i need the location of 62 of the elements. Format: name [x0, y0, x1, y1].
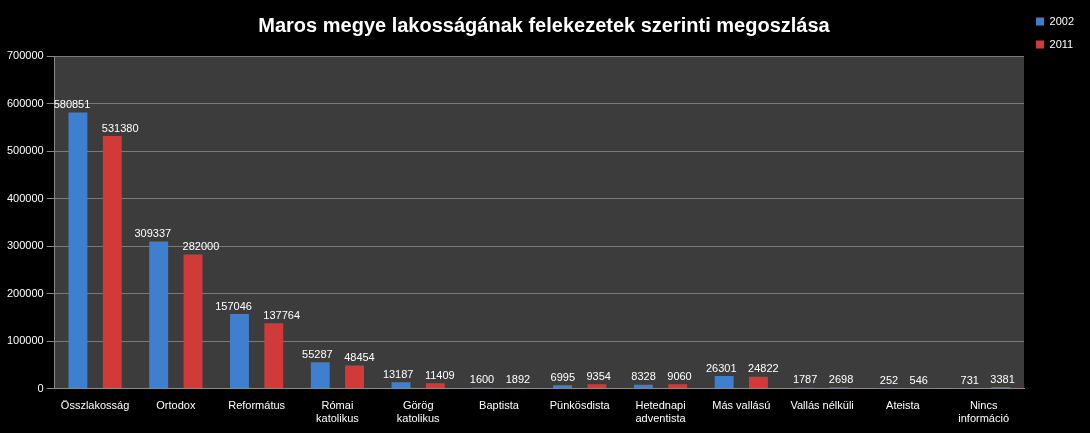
y-tick-label: 400000	[6, 191, 44, 204]
bar	[714, 376, 734, 389]
bar	[749, 376, 768, 389]
data-label: 531380	[101, 121, 139, 134]
data-label: 9354	[586, 369, 611, 382]
x-tick-label: Baptista	[479, 399, 520, 412]
data-label: 580851	[53, 98, 91, 111]
data-label: 252	[879, 374, 899, 387]
bar	[425, 383, 445, 389]
data-label: 24822	[748, 362, 779, 375]
x-tick-label: Vallás nélküli	[790, 399, 854, 412]
data-label: 55287	[302, 347, 333, 360]
data-label: 6995	[550, 370, 576, 383]
y-tick-label: 0	[37, 381, 44, 394]
bar	[102, 136, 122, 389]
bar	[230, 313, 249, 389]
x-tick-label: Hetednapi adventista	[635, 399, 687, 425]
data-label: 282000	[182, 240, 220, 253]
data-label: 1892	[505, 373, 531, 386]
data-label: 8328	[631, 370, 656, 383]
y-tick-label: 200000	[6, 286, 44, 299]
bar	[264, 323, 284, 389]
chart-title: Maros megye lakosságának felekezetek szerinti megoszlása	[258, 13, 831, 36]
data-label: 3381	[990, 372, 1015, 385]
data-label: 11409	[424, 368, 455, 381]
data-label: 2698	[828, 372, 854, 385]
data-label: 13187	[382, 367, 414, 380]
data-label: 546	[909, 373, 928, 386]
y-tick-label: 600000	[6, 96, 44, 109]
data-label: 137764	[263, 308, 301, 321]
bar	[587, 384, 607, 389]
x-tick-label: Ortodox	[156, 399, 196, 412]
x-tick-label: Ateista	[886, 399, 921, 412]
x-tick-label: Római katolikus	[316, 399, 360, 425]
x-tick-label: Református	[228, 399, 286, 412]
legend-label: 2011	[1049, 37, 1074, 50]
data-label: 309337	[134, 227, 172, 240]
data-label: 731	[960, 373, 979, 386]
bar	[149, 241, 169, 389]
bar	[553, 385, 573, 389]
data-label: 9060	[667, 369, 692, 382]
x-tick-label: Pünkösdista	[549, 399, 611, 412]
y-tick-label: 500000	[6, 144, 44, 157]
bar	[68, 112, 88, 389]
bar	[345, 365, 365, 389]
bar	[391, 382, 411, 389]
data-label: 26301	[705, 361, 737, 374]
bar	[310, 362, 330, 389]
y-tick-label: 100000	[6, 334, 44, 347]
bar	[668, 384, 688, 389]
data-label: 1600	[469, 373, 495, 386]
x-tick-label: Összlakosság	[60, 399, 130, 412]
x-tick-label: Nincs információ	[958, 399, 1010, 425]
x-tick-label: Más vallású	[712, 399, 771, 412]
x-tick-label: Görög katolikus	[396, 399, 441, 425]
data-label: 1787	[792, 373, 818, 386]
bar	[183, 254, 203, 389]
data-label: 157046	[215, 299, 252, 312]
data-label: 48454	[344, 351, 375, 364]
y-tick-label: 300000	[6, 239, 44, 252]
y-tick-label: 700000	[6, 49, 44, 62]
legend-label: 2002	[1049, 14, 1075, 27]
